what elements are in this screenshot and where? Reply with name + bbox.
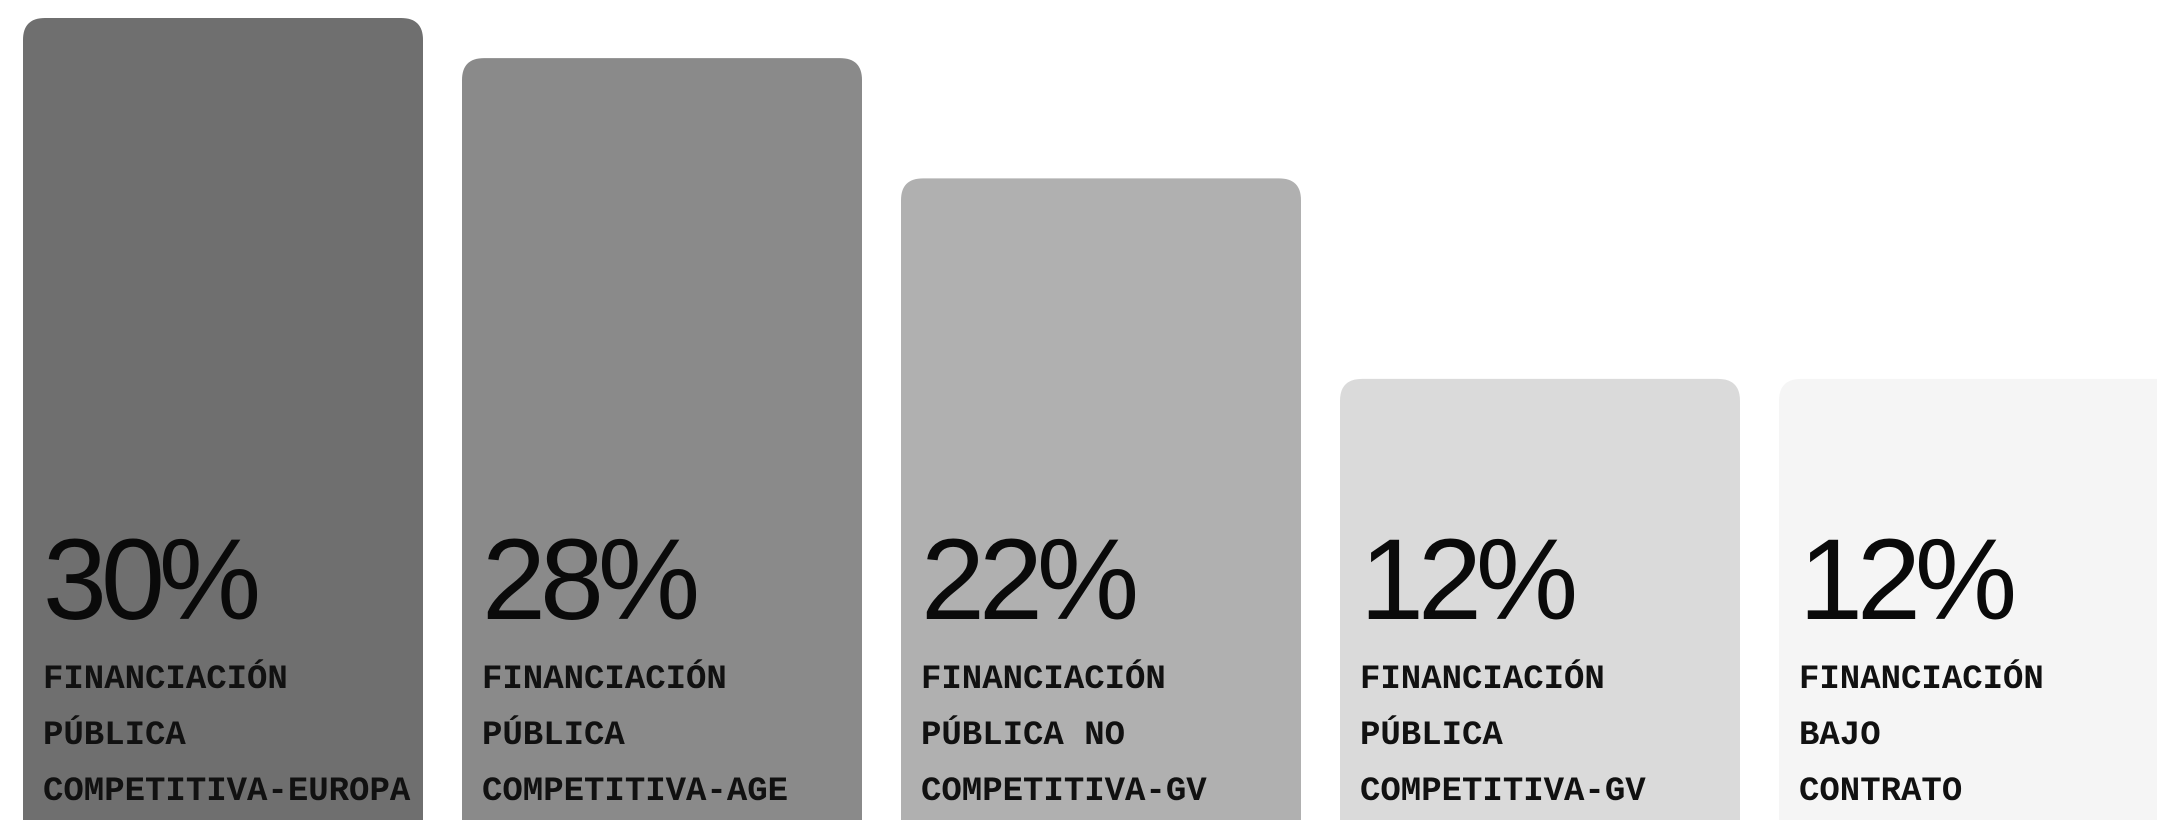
category-label: COMPETITIVA-AGE xyxy=(482,773,788,811)
category-label: PÚBLICA xyxy=(1360,716,1503,755)
category-label: FINANCIACIÓN xyxy=(1799,660,2044,699)
value-label: 30% xyxy=(43,516,258,644)
category-label: COMPETITIVA-GV xyxy=(1360,773,1646,811)
category-label: COMPETITIVA-EUROPA xyxy=(43,773,411,811)
category-label: PÚBLICA NO xyxy=(921,716,1125,755)
category-label: PÚBLICA xyxy=(43,716,186,755)
category-label: FINANCIACIÓN xyxy=(43,660,288,699)
category-label: PÚBLICA xyxy=(482,716,625,755)
value-label: 12% xyxy=(1360,516,1575,644)
bar xyxy=(23,18,423,820)
bar xyxy=(1340,378,1740,820)
category-label: CONTRATO xyxy=(1799,773,1962,811)
bar xyxy=(901,178,1301,820)
category-label: FINANCIACIÓN xyxy=(1360,660,1605,699)
bar xyxy=(1779,378,2157,820)
category-label: BAJO xyxy=(1799,717,1881,755)
value-label: 22% xyxy=(921,516,1136,644)
value-label: 12% xyxy=(1799,516,2014,644)
bar xyxy=(462,58,862,820)
value-label: 28% xyxy=(482,516,697,644)
category-label: FINANCIACIÓN xyxy=(921,660,1166,699)
category-label: FINANCIACIÓN xyxy=(482,660,727,699)
category-label: COMPETITIVA-GV xyxy=(921,773,1207,811)
